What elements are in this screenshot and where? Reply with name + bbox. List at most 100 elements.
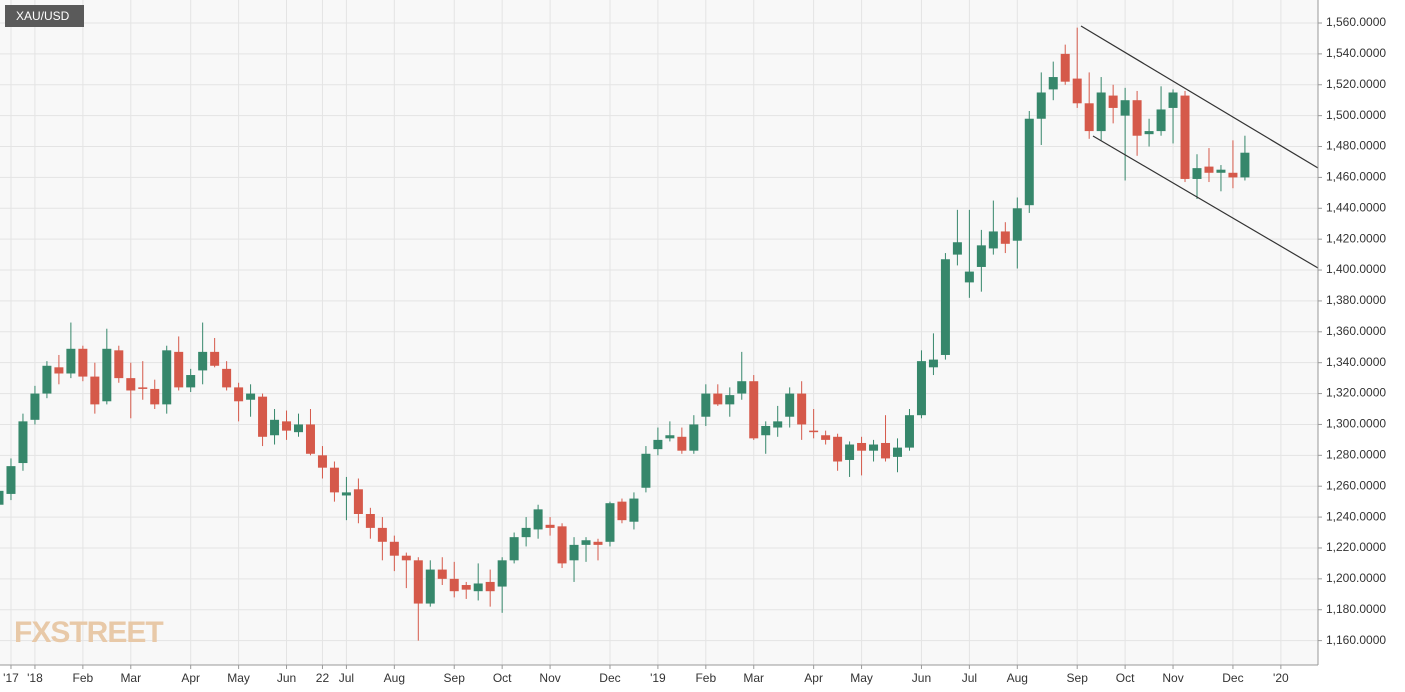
candle-body: [964, 271, 974, 283]
candle-body: [1228, 172, 1238, 178]
plot-background: [0, 0, 1318, 665]
x-tick-label: '20: [1273, 671, 1289, 685]
candle-body: [90, 376, 100, 405]
x-tick-label: '18: [27, 671, 43, 685]
candle-body: [605, 503, 615, 542]
candle-body: [6, 466, 16, 494]
candle-body: [509, 537, 519, 561]
candle-body: [186, 375, 196, 388]
candle-body: [1060, 53, 1070, 82]
y-tick-label: 1,400.0000: [1326, 262, 1386, 276]
candle-body: [449, 578, 459, 592]
candle-body: [569, 544, 579, 561]
candle-body: [1072, 78, 1082, 104]
x-tick-label: May: [850, 671, 873, 685]
candle-body: [341, 492, 351, 496]
candle-body: [1000, 231, 1010, 244]
x-tick-label: Jul: [962, 671, 977, 685]
candle-body: [593, 541, 603, 545]
candle-body: [713, 393, 723, 405]
x-tick-label: Sep: [1067, 671, 1089, 685]
y-tick-label: 1,320.0000: [1326, 386, 1386, 400]
candle-body: [353, 489, 363, 514]
y-tick-label: 1,360.0000: [1326, 324, 1386, 338]
candle-body: [389, 541, 399, 556]
candle-body: [138, 387, 148, 389]
candle-body: [521, 527, 531, 538]
watermark: FXSTREET: [14, 616, 163, 649]
candle-body: [102, 348, 112, 402]
x-tick-label: 22: [316, 671, 330, 685]
candle-body: [54, 367, 64, 374]
y-tick-label: 1,540.0000: [1326, 46, 1386, 60]
x-tick-label: Nov: [539, 671, 560, 685]
x-tick-label: Oct: [1116, 671, 1135, 685]
candle-body: [916, 361, 926, 416]
candle-body: [725, 395, 735, 405]
candle-body: [761, 425, 771, 436]
title-box: [5, 5, 84, 27]
candle-body: [1144, 131, 1154, 135]
candle-body: [126, 378, 136, 391]
candle-body: [1096, 92, 1106, 132]
candle-body: [401, 555, 411, 561]
candle-body: [653, 439, 663, 450]
candle-body: [533, 509, 543, 530]
x-tick-label: '17: [3, 671, 19, 685]
candle-body: [1168, 92, 1178, 108]
candle-body: [1120, 100, 1130, 116]
candle-body: [797, 393, 807, 425]
candle-body: [437, 569, 447, 579]
candle-body: [845, 444, 855, 460]
trend-line: [1092, 135, 1319, 269]
candle-body: [545, 524, 555, 528]
x-tick-label: May: [227, 671, 250, 685]
candle-body: [976, 245, 986, 267]
x-tick-label: '19: [650, 671, 666, 685]
y-tick-label: 1,300.0000: [1326, 417, 1386, 431]
candle-body: [1012, 208, 1022, 241]
candle-body: [18, 421, 28, 464]
candle-body: [952, 242, 962, 255]
candle-body: [773, 421, 783, 428]
candle-body: [30, 393, 40, 420]
candle-body: [1156, 109, 1166, 132]
candle-body: [809, 430, 819, 433]
y-tick-label: 1,240.0000: [1326, 509, 1386, 523]
candle-body: [581, 540, 591, 545]
candle-body: [857, 442, 867, 451]
candle-body: [329, 467, 339, 493]
y-tick-label: 1,220.0000: [1326, 540, 1386, 554]
x-tick-label: Feb: [73, 671, 94, 685]
candle-body: [294, 424, 303, 433]
candle-body: [66, 348, 76, 374]
candle-body: [258, 396, 268, 437]
y-tick-label: 1,340.0000: [1326, 355, 1386, 369]
candle-body: [114, 350, 124, 379]
candle-body: [557, 526, 567, 564]
candle-body: [629, 498, 639, 522]
candle-body: [246, 393, 256, 400]
candle-body: [677, 436, 687, 451]
x-tick-label: Nov: [1162, 671, 1183, 685]
grid: [0, 0, 1322, 669]
x-tick-label: Oct: [493, 671, 512, 685]
candle-body: [988, 231, 998, 249]
candle-body: [282, 421, 292, 431]
candle-body: [641, 453, 651, 488]
candle-body: [737, 381, 747, 394]
candle-body: [1192, 168, 1202, 179]
candle-body: [701, 393, 711, 417]
candle-body: [78, 348, 88, 377]
candle-body: [234, 387, 244, 402]
y-tick-label: 1,160.0000: [1326, 633, 1386, 647]
candle-body: [377, 527, 387, 542]
candle-body: [904, 415, 914, 448]
candle-body: [881, 442, 891, 459]
candle-body: [617, 501, 627, 521]
candle-body: [317, 455, 327, 468]
candle-body: [785, 393, 795, 417]
candle-body: [222, 368, 232, 388]
y-tick-label: 1,460.0000: [1326, 170, 1386, 184]
candle-body: [413, 560, 423, 604]
